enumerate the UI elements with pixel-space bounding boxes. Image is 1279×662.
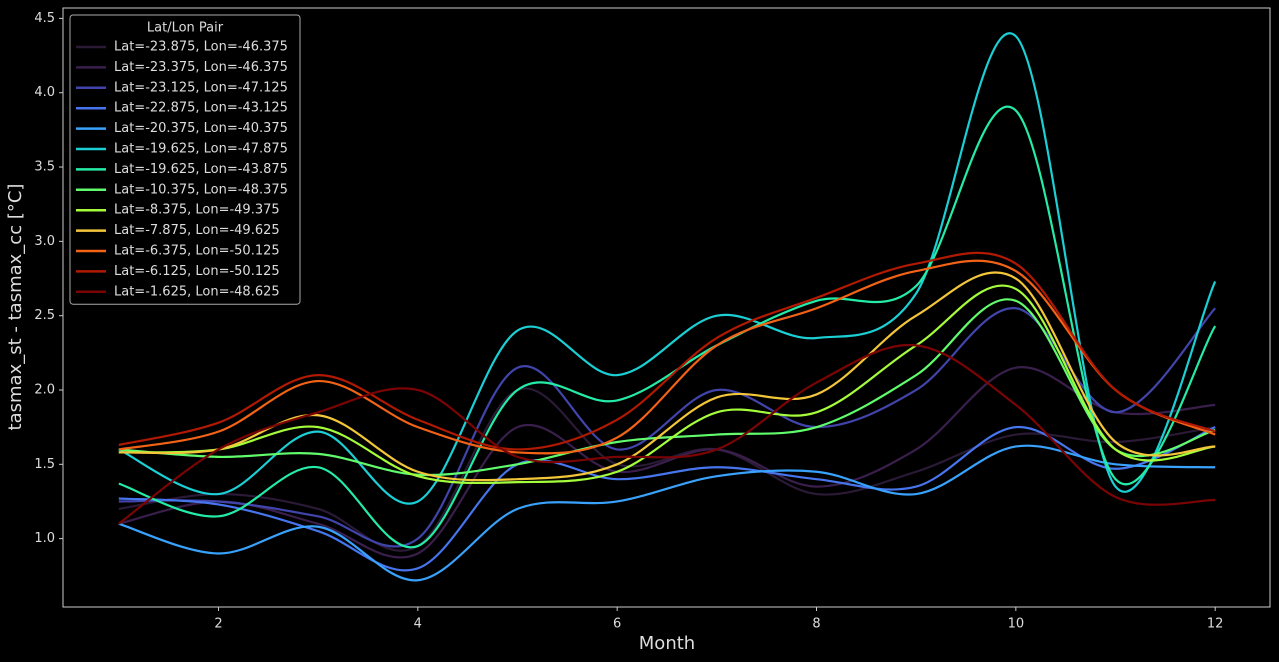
y-tick-label: 1.0 [34,531,55,546]
legend-label: Lat=-22.875, Lon=-43.125 [114,101,288,116]
legend-label: Lat=-1.625, Lon=-48.625 [114,284,280,299]
y-tick-label: 1.5 [34,457,55,472]
x-axis-label: Month [639,633,695,654]
series-line [118,387,1216,552]
legend-label: Lat=-6.125, Lon=-50.125 [114,264,280,279]
legend-label: Lat=-20.375, Lon=-40.375 [114,121,288,136]
y-tick-label: 2.5 [34,308,55,323]
legend-label: Lat=-23.875, Lon=-46.375 [114,40,288,55]
legend-title: Lat/Lon Pair [147,21,224,36]
x-tick-label: 8 [812,617,820,632]
series-line [118,259,1216,455]
legend-label: Lat=-19.625, Lon=-47.875 [114,142,288,157]
x-tick-label: 2 [214,617,222,632]
x-tick-label: 4 [414,617,422,632]
x-tick-label: 10 [1008,617,1025,632]
y-tick-label: 3.0 [34,234,55,249]
x-tick-label: 6 [613,617,621,632]
legend-label: Lat=-19.625, Lon=-43.875 [114,162,288,177]
series-line [118,444,1216,582]
series-line [118,251,1216,451]
legend-label: Lat=-10.375, Lon=-48.375 [114,182,288,197]
legend-label: Lat=-23.375, Lon=-46.375 [114,60,288,75]
series-line [118,284,1216,485]
y-tick-label: 2.0 [34,382,55,397]
legend-label: Lat=-8.375, Lon=-49.375 [114,203,280,218]
legend-box [69,14,301,305]
legend-label: Lat=-6.375, Lon=-50.125 [114,244,280,259]
series-line [118,343,1216,525]
plot-frame [62,7,1271,608]
legend-label: Lat=-7.875, Lon=-49.625 [114,223,280,238]
legend-label: Lat=-23.125, Lon=-47.125 [114,80,288,95]
y-tick-label: 4.0 [34,85,55,100]
y-axis-label: tasmax_st - tasmax_cc [°C] [5,184,26,431]
series-line [118,298,1216,477]
y-tick-label: 4.5 [34,11,55,26]
y-tick-label: 3.5 [34,160,55,175]
series-line [118,32,1217,505]
x-tick-label: 12 [1207,617,1224,632]
series-line [118,366,1216,559]
series-line [118,426,1216,572]
series-line [118,271,1216,482]
